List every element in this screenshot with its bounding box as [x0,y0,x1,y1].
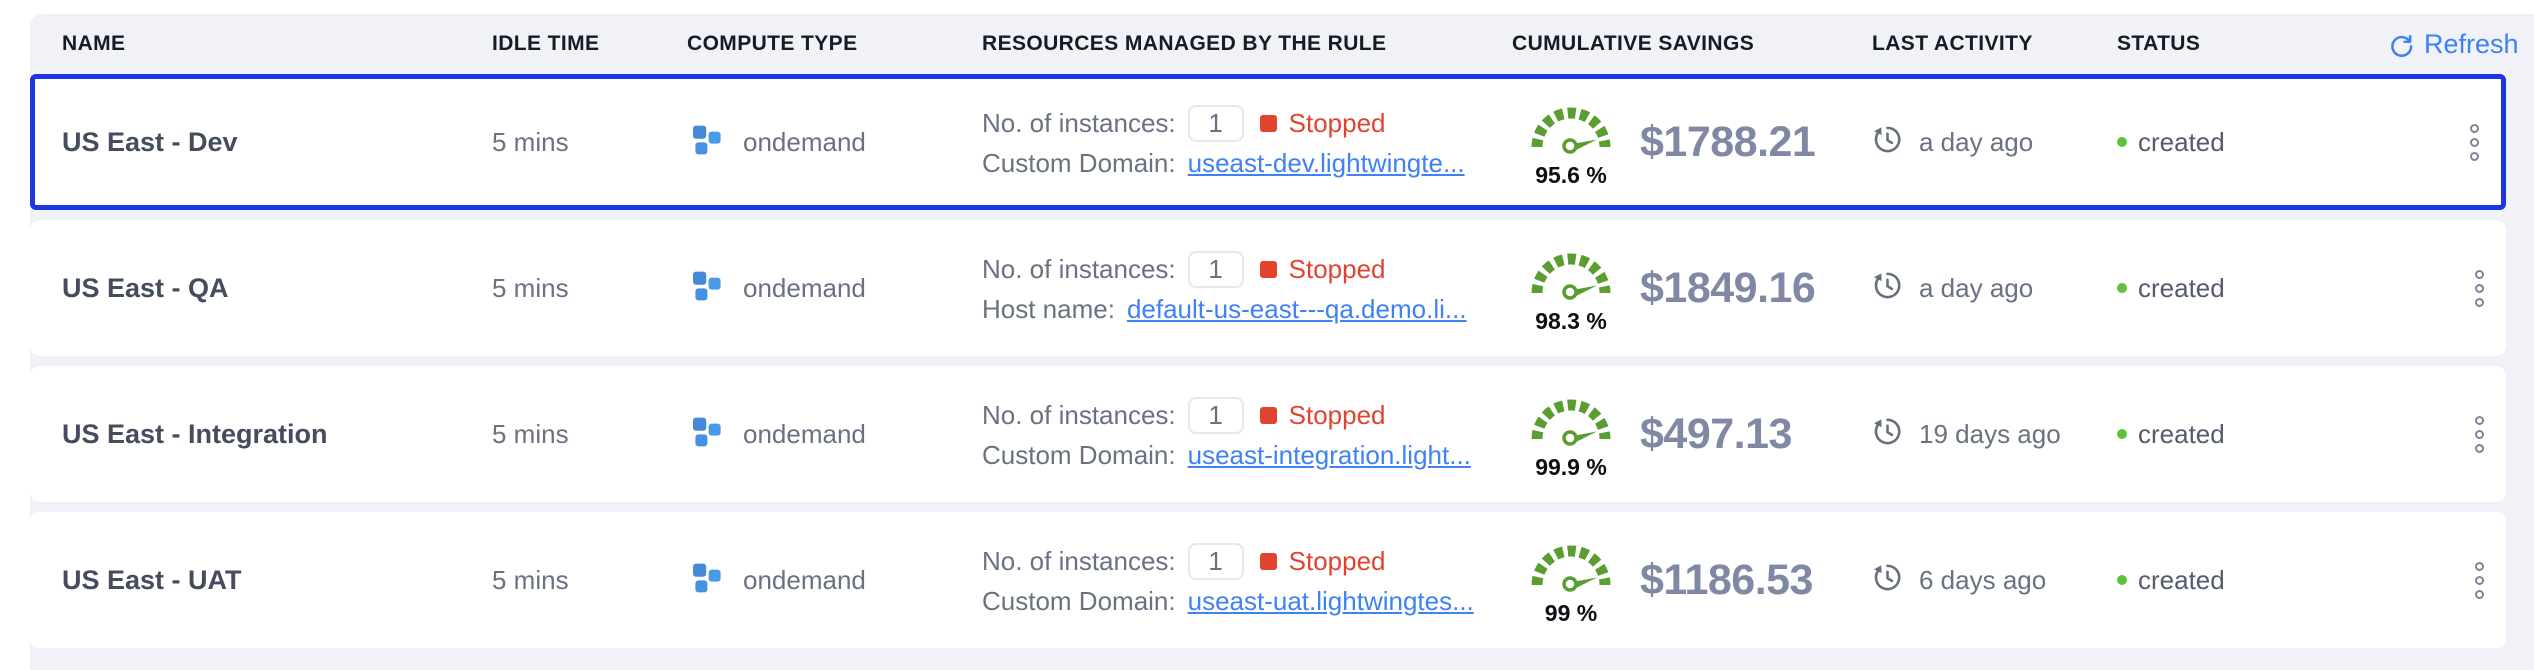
row-actions-menu-button[interactable] [2475,269,2506,307]
stopped-state-icon [1259,115,1277,132]
rule-name: US East - UAT [62,564,242,595]
stopped-state-icon [1259,261,1277,278]
resource-link[interactable]: useast-integration.light... [1187,440,1471,470]
savings-percent: 99 % [1544,600,1598,626]
savings-amount: $1186.53 [1640,555,1813,604]
savings-percent: 95.6 % [1535,162,1607,188]
gauge-icon [1527,533,1615,598]
savings-gauge: 99.9 % [1526,387,1616,481]
instances-count: 1 [1187,251,1244,288]
savings-gauge: 95.6 % [1526,95,1616,189]
column-header-idle-time: IDLE TIME [492,32,600,55]
resource-label: Custom Domain: [982,148,1176,178]
stopped-state-icon [1259,553,1277,570]
gauge-icon [1527,95,1615,160]
history-icon [1872,124,1903,160]
status-value: created [2138,126,2225,157]
idle-time-value: 5 mins [492,418,569,449]
compute-cluster-icon [687,268,723,309]
savings-amount: $497.13 [1640,409,1792,458]
history-icon [1872,562,1903,598]
resource-label: Custom Domain: [982,586,1176,616]
status-value: created [2138,418,2225,449]
row-actions-menu-button[interactable] [2475,415,2506,453]
table-row[interactable]: US East - QA 5 mins ondemand No. of inst… [30,220,2506,356]
refresh-label: Refresh [2424,28,2519,59]
resource-label: Host name: [982,294,1115,324]
refresh-icon [2391,34,2413,57]
rule-name: US East - Dev [62,126,238,157]
table-row[interactable]: US East - UAT 5 mins ondemand No. of ins… [30,512,2506,648]
status-value: created [2138,272,2225,303]
idle-time-value: 5 mins [492,272,569,303]
savings-gauge: 98.3 % [1526,241,1616,335]
table-row[interactable]: US East - Integration 5 mins ondemand No… [30,366,2506,502]
table-header-row: NAME IDLE TIME COMPUTE TYPE RESOURCES MA… [30,14,2534,74]
gauge-icon [1527,387,1615,452]
resource-label: Custom Domain: [982,440,1176,470]
instances-count: 1 [1187,543,1244,580]
row-actions-menu-button[interactable] [2470,123,2501,161]
idle-time-value: 5 mins [492,126,569,157]
history-icon [1872,416,1903,452]
status-value: created [2138,564,2225,595]
column-header-compute-type: COMPUTE TYPE [687,32,858,55]
refresh-button[interactable]: Refresh [2387,29,2534,60]
compute-type-value: ondemand [743,126,866,157]
resource-link[interactable]: useast-dev.lightwingte... [1187,148,1465,178]
instances-label: No. of instances: [982,254,1176,284]
gauge-icon [1527,241,1615,306]
history-icon [1872,270,1903,306]
idle-time-value: 5 mins [492,564,569,595]
instances-count: 1 [1187,105,1244,142]
resources-cell: No. of instances: 1 Stopped Host name: d… [982,245,1512,331]
resource-link[interactable]: default-us-east---qa.demo.li... [1126,294,1467,324]
savings-amount: $1849.16 [1640,263,1816,312]
status-dot-icon [2117,429,2127,439]
column-header-last-activity: LAST ACTIVITY [1872,32,2033,55]
stopped-state-icon [1259,407,1277,424]
column-header-status: STATUS [2117,32,2201,55]
instances-label: No. of instances: [982,400,1176,430]
savings-percent: 99.9 % [1535,454,1607,480]
savings-amount: $1788.21 [1640,117,1816,166]
compute-cluster-icon [687,122,723,163]
compute-type-value: ondemand [743,272,866,303]
rule-name: US East - QA [62,272,229,303]
resources-cell: No. of instances: 1 Stopped Custom Domai… [982,391,1512,477]
compute-type-value: ondemand [743,418,866,449]
instances-label: No. of instances: [982,546,1176,576]
savings-percent: 98.3 % [1535,308,1607,334]
compute-cluster-icon [687,560,723,601]
resource-link[interactable]: useast-uat.lightwingtes... [1187,586,1474,616]
status-dot-icon [2117,283,2127,293]
status-dot-icon [2117,575,2127,585]
column-header-resources: RESOURCES MANAGED BY THE RULE [982,32,1387,55]
instances-label: No. of instances: [982,108,1176,138]
instance-state: Stopped [1288,254,1386,284]
status-dot-icon [2117,137,2127,147]
instance-state: Stopped [1288,108,1386,138]
last-activity-value: 19 days ago [1919,418,2061,449]
resources-cell: No. of instances: 1 Stopped Custom Domai… [982,99,1512,185]
last-activity-value: 6 days ago [1919,564,2047,595]
table-row[interactable]: US East - Dev 5 mins ondemand No. of ins… [30,74,2506,210]
compute-type-value: ondemand [743,564,866,595]
savings-gauge: 99 % [1526,533,1616,627]
column-header-cumulative-savings: CUMULATIVE SAVINGS [1512,32,1755,55]
last-activity-value: a day ago [1919,126,2034,157]
instances-count: 1 [1187,397,1244,434]
last-activity-value: a day ago [1919,272,2034,303]
column-header-name: NAME [62,32,126,55]
row-actions-menu-button[interactable] [2475,561,2506,599]
compute-cluster-icon [687,414,723,455]
rule-name: US East - Integration [62,418,328,449]
resources-cell: No. of instances: 1 Stopped Custom Domai… [982,537,1512,623]
instance-state: Stopped [1288,546,1386,576]
rules-table-panel: NAME IDLE TIME COMPUTE TYPE RESOURCES MA… [30,14,2534,670]
instance-state: Stopped [1288,400,1386,430]
